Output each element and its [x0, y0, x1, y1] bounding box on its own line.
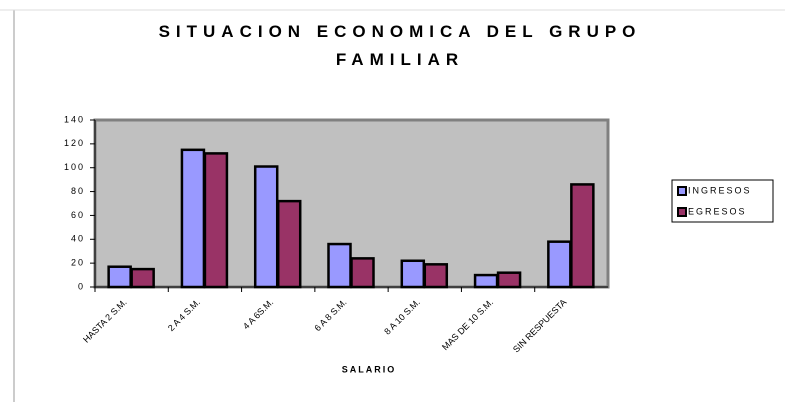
x-tick-label: HASTA 2 S.M.	[81, 297, 129, 345]
y-tick-label: 140	[64, 114, 85, 124]
y-tick-label: 60	[71, 210, 85, 220]
x-tick-label: 4 A 6S.M.	[241, 297, 275, 331]
bar	[547, 240, 572, 289]
bar	[570, 183, 595, 289]
bar	[496, 271, 522, 289]
legend-box	[671, 179, 774, 223]
bar	[107, 265, 132, 289]
y-tick-label: 40	[71, 234, 85, 244]
y-tick-label: 100	[64, 162, 85, 172]
y-tick-label: 20	[71, 258, 85, 268]
bar	[473, 273, 499, 289]
bar	[253, 165, 279, 289]
legend-swatch	[677, 186, 687, 196]
bar	[130, 267, 155, 289]
legend-swatch	[677, 207, 687, 217]
y-tick-label: 80	[71, 186, 85, 196]
legend-label: EGRESOS	[688, 206, 747, 216]
bar	[423, 263, 449, 289]
bar	[327, 242, 352, 289]
x-tick-label: 2 A 4 S.M.	[166, 297, 202, 333]
bar	[180, 148, 206, 289]
x-tick-label: 6 A 8 S.M.	[313, 297, 349, 333]
legend-label: INGRESOS	[688, 185, 752, 195]
x-tick-label: 8 A 10 S.M.	[382, 297, 422, 337]
x-tick-label: MAS DE 10 S.M.	[440, 297, 495, 352]
x-tick-label: SIN RESPUESTA	[511, 297, 569, 355]
y-tick-label: 120	[64, 138, 85, 148]
bar	[203, 152, 229, 289]
chart-title: SITUACION ECONOMICA DEL GRUPO FAMILIAR	[158, 22, 642, 69]
y-tick-label: 0	[78, 281, 85, 291]
bar	[350, 257, 375, 289]
bar	[276, 199, 302, 289]
x-axis-title: SALARIO	[342, 364, 397, 374]
bar	[400, 259, 426, 289]
